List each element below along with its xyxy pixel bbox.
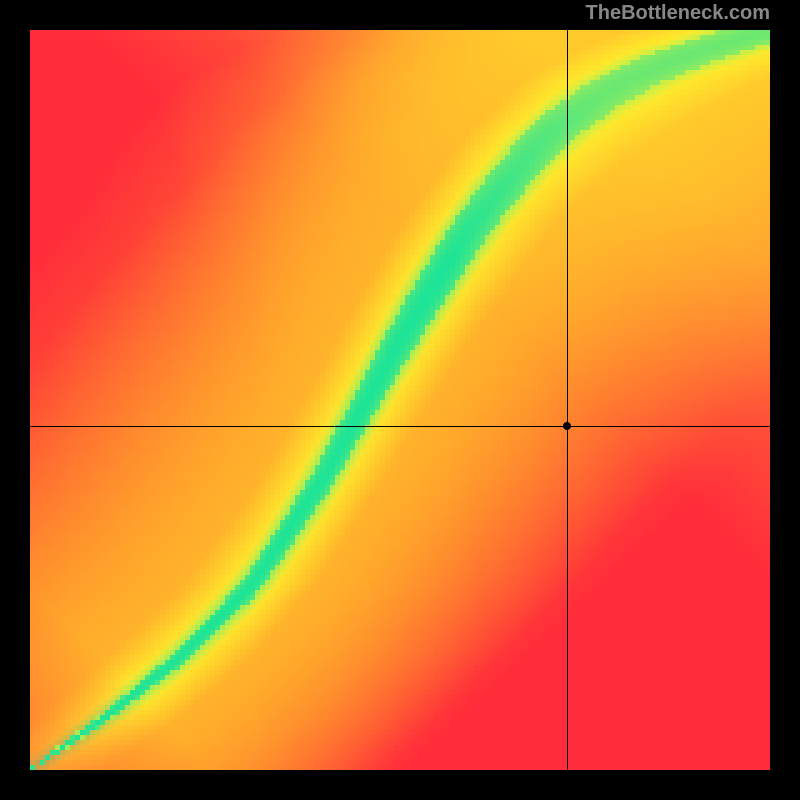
crosshair-horizontal [30,426,770,427]
crosshair-point [563,422,571,430]
crosshair-vertical [567,30,568,770]
plot-area [30,30,770,770]
watermark-text: TheBottleneck.com [586,2,770,25]
chart-container: TheBottleneck.com [0,0,800,800]
heatmap-canvas [30,30,770,770]
